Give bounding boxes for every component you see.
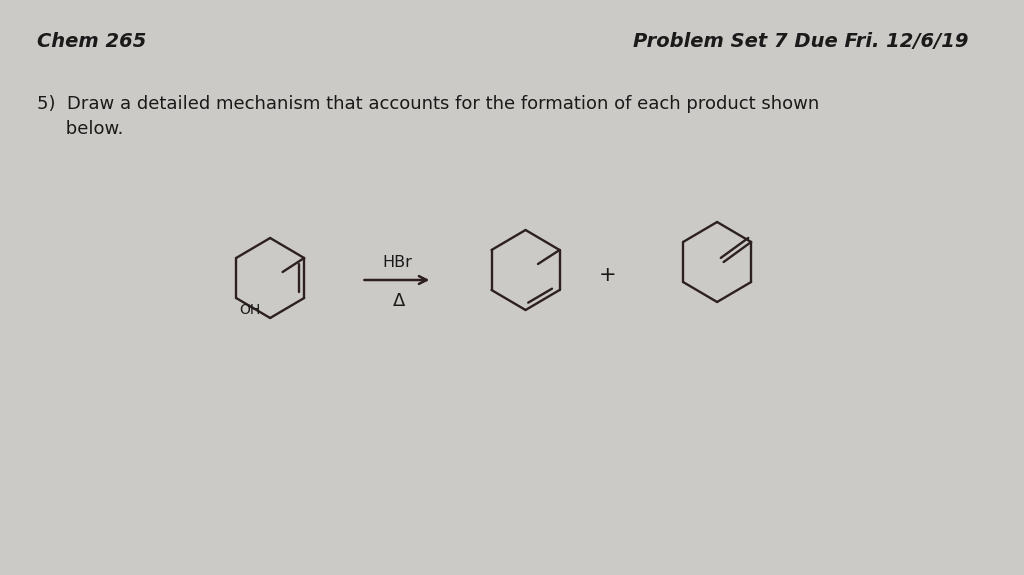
Text: 5)  Draw a detailed mechanism that accounts for the formation of each product sh: 5) Draw a detailed mechanism that accoun… [37, 95, 819, 113]
Text: +: + [598, 265, 615, 285]
Text: HBr: HBr [382, 255, 412, 270]
Text: Problem Set 7 Due Fri. 12/6/19: Problem Set 7 Due Fri. 12/6/19 [633, 32, 969, 51]
Text: OH: OH [239, 303, 260, 317]
Text: below.: below. [37, 120, 124, 138]
Text: Δ: Δ [392, 292, 406, 310]
Text: Chem 265: Chem 265 [37, 32, 146, 51]
